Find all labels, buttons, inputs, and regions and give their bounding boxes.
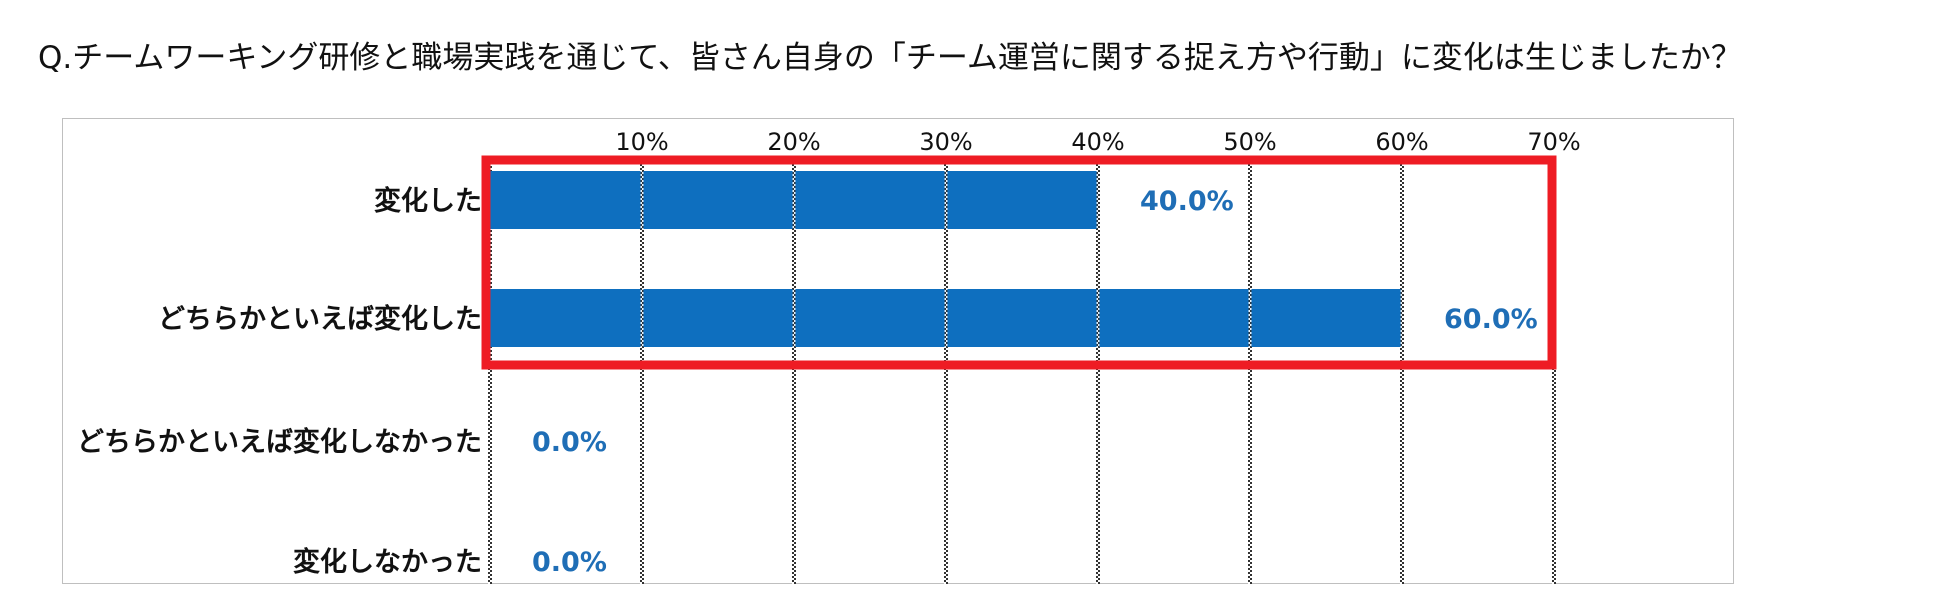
grid-line-overlay-40 bbox=[1096, 162, 1100, 584]
data-label: 0.0% bbox=[532, 547, 607, 578]
highlight-box-rect bbox=[481, 155, 1557, 370]
x-tick-label: 50% bbox=[1223, 128, 1276, 156]
x-tick-label: 40% bbox=[1071, 128, 1124, 156]
x-tick-label: 30% bbox=[919, 128, 972, 156]
category-label: どちらかといえば変化しなかった bbox=[77, 426, 482, 458]
grid-line-overlay-20 bbox=[792, 162, 796, 584]
highlight-box bbox=[481, 155, 1557, 370]
data-labels: 40.0% 60.0% 0.0% 0.0% bbox=[532, 186, 1538, 578]
x-tick-label: 10% bbox=[615, 128, 668, 156]
grid-line-overlay-10 bbox=[640, 162, 644, 584]
category-label: 変化した bbox=[374, 185, 482, 217]
category-label: どちらかといえば変化した bbox=[158, 303, 482, 335]
grid-line-overlay-30 bbox=[944, 162, 948, 584]
y-axis-line bbox=[488, 162, 492, 584]
grid-line-overlay-70 bbox=[1552, 162, 1556, 584]
data-label: 60.0% bbox=[1444, 304, 1538, 335]
x-tick-label: 70% bbox=[1527, 128, 1580, 156]
data-label: 0.0% bbox=[532, 427, 607, 458]
category-label: 変化しなかった bbox=[293, 546, 482, 578]
data-label: 40.0% bbox=[1140, 186, 1234, 217]
x-tick-labels: 10% 20% 30% 40% 50% 60% 70% bbox=[615, 128, 1580, 156]
grid-line-overlay-50 bbox=[1248, 162, 1252, 584]
chart-frame bbox=[62, 118, 1734, 584]
grid-line-overlay-60 bbox=[1400, 162, 1404, 584]
question-title: Q.チームワーキング研修と職場実践を通じて、皆さん自身の「チーム運営に関する捉え… bbox=[38, 40, 1742, 76]
x-tick-label: 20% bbox=[767, 128, 820, 156]
x-tick-label: 60% bbox=[1375, 128, 1428, 156]
